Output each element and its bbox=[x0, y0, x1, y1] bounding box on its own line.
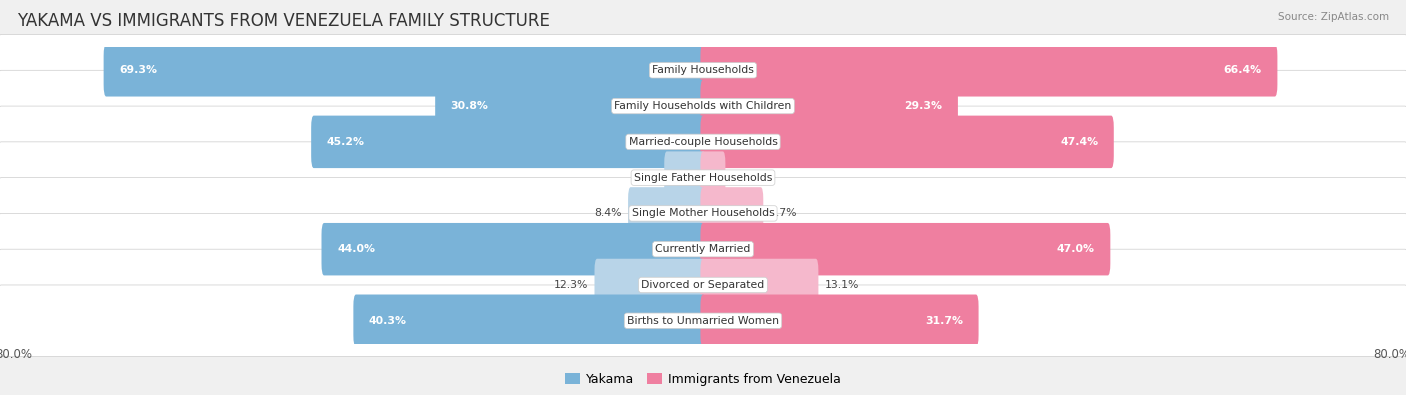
Text: Currently Married: Currently Married bbox=[655, 244, 751, 254]
Text: 66.4%: 66.4% bbox=[1223, 65, 1263, 75]
FancyBboxPatch shape bbox=[322, 223, 706, 275]
FancyBboxPatch shape bbox=[436, 80, 706, 132]
FancyBboxPatch shape bbox=[700, 116, 1114, 168]
FancyBboxPatch shape bbox=[700, 295, 979, 347]
Text: 29.3%: 29.3% bbox=[904, 101, 942, 111]
FancyBboxPatch shape bbox=[311, 116, 706, 168]
Text: YAKAMA VS IMMIGRANTS FROM VENEZUELA FAMILY STRUCTURE: YAKAMA VS IMMIGRANTS FROM VENEZUELA FAMI… bbox=[17, 12, 550, 30]
Text: Divorced or Separated: Divorced or Separated bbox=[641, 280, 765, 290]
FancyBboxPatch shape bbox=[0, 249, 1406, 321]
Text: Family Households with Children: Family Households with Children bbox=[614, 101, 792, 111]
FancyBboxPatch shape bbox=[0, 178, 1406, 249]
FancyBboxPatch shape bbox=[0, 285, 1406, 357]
FancyBboxPatch shape bbox=[700, 259, 818, 311]
FancyBboxPatch shape bbox=[700, 223, 1111, 275]
Text: 45.2%: 45.2% bbox=[326, 137, 364, 147]
FancyBboxPatch shape bbox=[0, 34, 1406, 106]
FancyBboxPatch shape bbox=[104, 44, 706, 96]
Text: 30.8%: 30.8% bbox=[451, 101, 488, 111]
Text: 44.0%: 44.0% bbox=[337, 244, 375, 254]
Text: Source: ZipAtlas.com: Source: ZipAtlas.com bbox=[1278, 12, 1389, 22]
FancyBboxPatch shape bbox=[700, 151, 725, 204]
Text: Births to Unmarried Women: Births to Unmarried Women bbox=[627, 316, 779, 326]
FancyBboxPatch shape bbox=[0, 70, 1406, 142]
FancyBboxPatch shape bbox=[0, 213, 1406, 285]
Legend: Yakama, Immigrants from Venezuela: Yakama, Immigrants from Venezuela bbox=[560, 368, 846, 391]
FancyBboxPatch shape bbox=[595, 259, 706, 311]
Text: Married-couple Households: Married-couple Households bbox=[628, 137, 778, 147]
Text: 8.4%: 8.4% bbox=[595, 209, 621, 218]
Text: Single Mother Households: Single Mother Households bbox=[631, 209, 775, 218]
Text: 2.3%: 2.3% bbox=[731, 173, 759, 182]
FancyBboxPatch shape bbox=[0, 142, 1406, 213]
FancyBboxPatch shape bbox=[664, 151, 706, 204]
FancyBboxPatch shape bbox=[0, 106, 1406, 178]
Text: 13.1%: 13.1% bbox=[824, 280, 859, 290]
Text: Single Father Households: Single Father Households bbox=[634, 173, 772, 182]
Text: 12.3%: 12.3% bbox=[554, 280, 589, 290]
Text: Family Households: Family Households bbox=[652, 65, 754, 75]
Text: 47.4%: 47.4% bbox=[1060, 137, 1098, 147]
Text: 40.3%: 40.3% bbox=[368, 316, 406, 326]
Text: 31.7%: 31.7% bbox=[925, 316, 963, 326]
FancyBboxPatch shape bbox=[700, 80, 957, 132]
FancyBboxPatch shape bbox=[628, 187, 706, 240]
FancyBboxPatch shape bbox=[700, 187, 763, 240]
Text: 47.0%: 47.0% bbox=[1057, 244, 1095, 254]
Text: 4.2%: 4.2% bbox=[631, 173, 658, 182]
Text: 69.3%: 69.3% bbox=[120, 65, 157, 75]
FancyBboxPatch shape bbox=[353, 295, 706, 347]
FancyBboxPatch shape bbox=[700, 44, 1278, 96]
Text: 6.7%: 6.7% bbox=[769, 209, 797, 218]
